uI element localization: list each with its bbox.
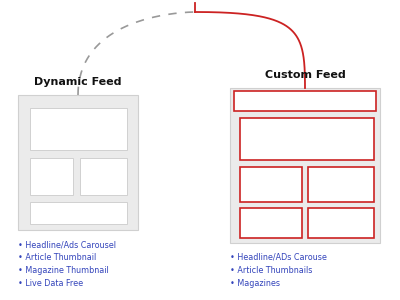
Bar [240,208,302,238]
Text: • Live Data Free: • Live Data Free [18,279,83,288]
Text: • Magazines: • Magazines [230,279,280,288]
Text: • Article Thumbnails: • Article Thumbnails [230,266,312,275]
Bar [230,88,380,243]
Bar [30,158,73,195]
Text: • Magazine Thumbnail: • Magazine Thumbnail [18,266,109,275]
Bar [240,167,302,202]
Bar [308,167,374,202]
Text: Custom Feed: Custom Feed [265,70,345,80]
Text: • Headline/ADs Carouse: • Headline/ADs Carouse [230,253,327,262]
Bar [234,91,376,111]
Bar [30,202,127,224]
Text: • Article Thumbnail: • Article Thumbnail [18,253,96,262]
Bar [30,108,127,150]
Text: • Headline/Ads Carousel: • Headline/Ads Carousel [18,240,116,249]
Bar [80,158,127,195]
Text: Dynamic Feed: Dynamic Feed [34,77,122,87]
Bar [18,95,138,230]
Bar [240,118,374,160]
Bar [308,208,374,238]
